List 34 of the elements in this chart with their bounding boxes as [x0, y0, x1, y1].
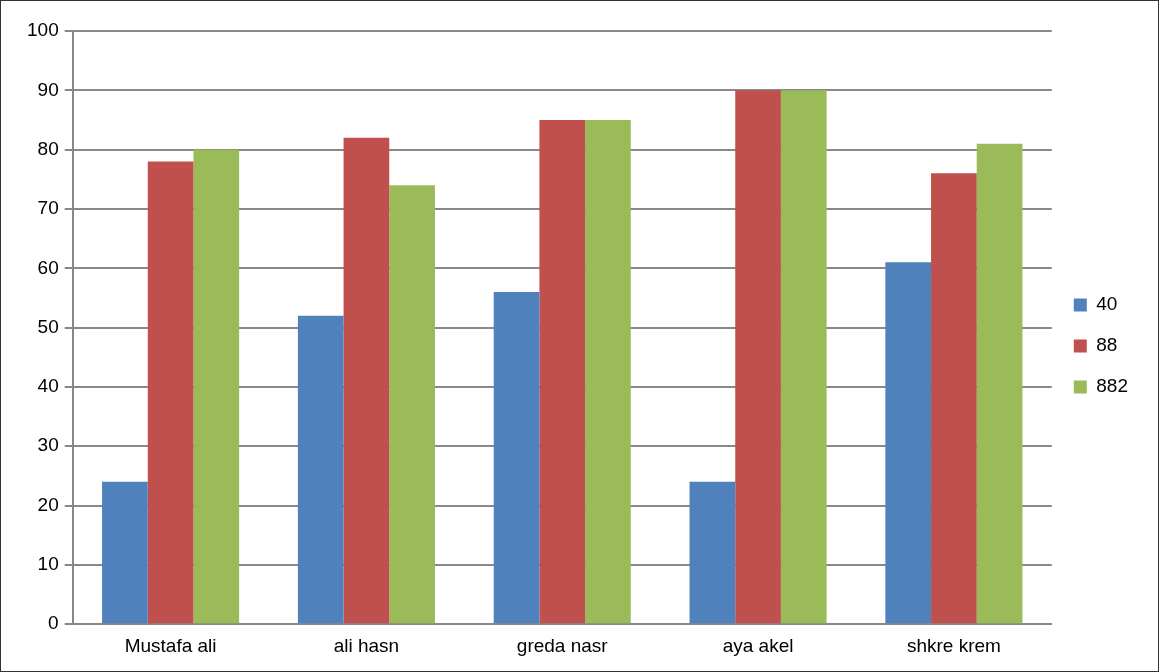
bar	[585, 119, 631, 624]
y-tick-label: 70	[37, 197, 59, 219]
bar	[147, 161, 194, 624]
legend-label: 88	[1096, 334, 1118, 356]
x-tick-label: greda nasr	[516, 634, 609, 656]
y-tick-label: 60	[37, 256, 59, 278]
y-tick-label: 100	[27, 19, 59, 41]
x-tick-label: ali hasn	[333, 634, 400, 656]
bar	[493, 292, 540, 624]
x-tick-label: Mustafa ali	[124, 634, 217, 656]
y-tick-label: 90	[37, 78, 59, 100]
bar	[976, 143, 1023, 624]
bar	[539, 119, 586, 624]
bar	[885, 262, 932, 624]
y-tick-label: 30	[37, 434, 59, 456]
bar	[389, 185, 435, 624]
bar	[102, 481, 148, 624]
bar	[931, 173, 977, 624]
bar	[297, 315, 344, 624]
bar	[735, 90, 781, 624]
y-tick-label: 10	[37, 553, 59, 575]
x-tick-label: shkre krem	[906, 634, 1001, 656]
bar	[689, 481, 736, 624]
bar	[343, 137, 390, 624]
x-tick-label: aya akel	[722, 634, 794, 656]
bar	[780, 90, 827, 624]
y-tick-label: 80	[37, 137, 59, 159]
bar	[193, 149, 240, 624]
y-tick-label: 50	[37, 315, 59, 337]
legend-label: 882	[1096, 375, 1128, 397]
y-tick-label: 0	[48, 612, 59, 634]
y-tick-label: 40	[37, 375, 59, 397]
legend-label: 40	[1096, 293, 1118, 315]
y-tick-label: 20	[37, 493, 59, 515]
